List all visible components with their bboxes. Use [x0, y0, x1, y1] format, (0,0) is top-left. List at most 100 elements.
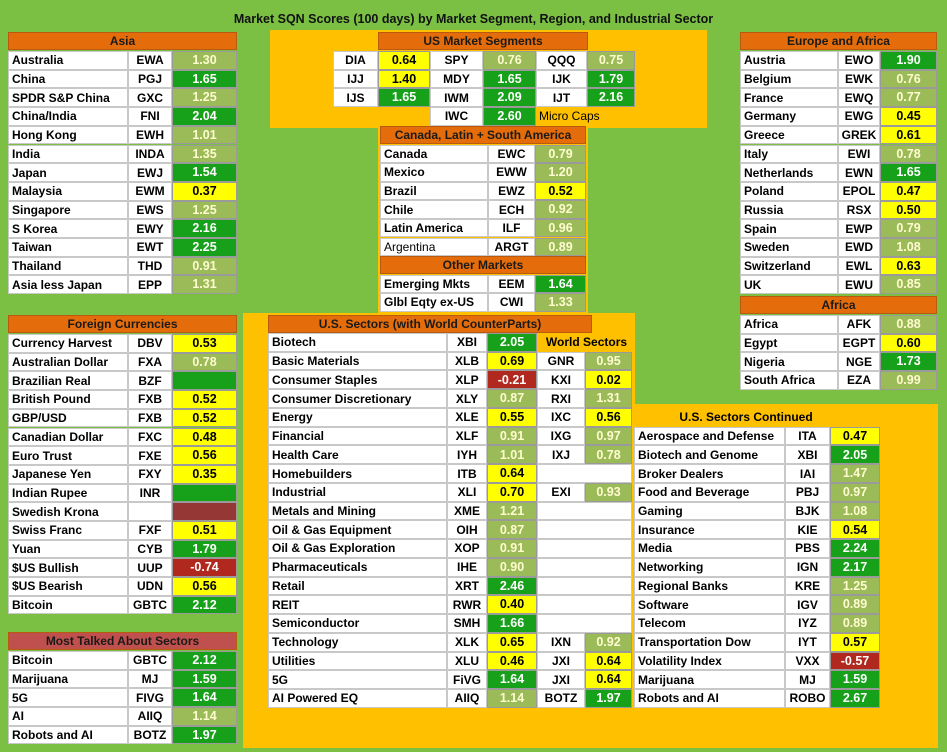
score: 0.50 [880, 200, 937, 220]
ticker: INR [128, 483, 172, 503]
score: 1.59 [172, 669, 237, 689]
row-name: Asia less Japan [8, 275, 128, 295]
ticker: EWT [128, 238, 172, 257]
score: 0.65 [487, 632, 537, 652]
row-name: Basic Materials [268, 351, 447, 371]
row-name: Currency Harvest [8, 334, 128, 353]
row-name: Hong Kong [8, 125, 128, 145]
row-name: Financial [268, 426, 447, 446]
blank-cell [537, 464, 632, 483]
score: 1.14 [172, 707, 237, 726]
world-score: 0.02 [585, 370, 632, 390]
score: 1.08 [880, 238, 937, 257]
row-name: Taiwan [8, 238, 128, 257]
ticker: EWH [128, 125, 172, 145]
row-name: Retail [268, 576, 447, 596]
score: 0.91 [487, 426, 537, 446]
score: 1.79 [587, 69, 635, 89]
score: 1.73 [880, 352, 937, 372]
panel-header: Asia [8, 32, 237, 50]
world-score: 0.97 [585, 426, 632, 446]
world-ticker: EXI [537, 482, 585, 502]
panel-header: U.S. Sectors (with World CounterParts) [268, 315, 592, 333]
row-name: Canadian Dollar [8, 427, 128, 447]
row-name: Indian Rupee [8, 483, 128, 503]
row-name: Austria [740, 51, 838, 70]
row-name: Africa [740, 315, 838, 334]
score: 0.76 [483, 51, 536, 70]
score: 0.91 [487, 539, 537, 558]
ticker: UDN [128, 577, 172, 596]
score: 0.56 [172, 446, 237, 465]
panel-header: Other Markets [380, 256, 586, 274]
panel-header: Europe and Africa [740, 32, 937, 50]
ticker: GXC [128, 88, 172, 108]
score: 0.60 [880, 333, 937, 353]
ticker: IJT [536, 88, 587, 108]
score: 0.75 [587, 51, 635, 70]
row-name: Australia [8, 51, 128, 70]
row-name: Russia [740, 200, 838, 220]
row-name: Networking [634, 557, 785, 577]
note: Micro Caps [539, 109, 600, 124]
score: 0.90 [487, 557, 537, 577]
ticker: EWL [838, 256, 880, 276]
row-name: UK [740, 275, 838, 295]
ticker: EWD [838, 238, 880, 257]
ticker: EPP [128, 275, 172, 295]
score: 0.76 [880, 69, 937, 89]
ticker: BZF [128, 371, 172, 391]
row-name: Gaming [634, 501, 785, 521]
ticker: CYB [128, 539, 172, 559]
row-name: South Africa [740, 371, 838, 390]
ticker: EWA [128, 51, 172, 70]
row-name: Telecom [634, 614, 785, 633]
ticker: DBV [128, 334, 172, 353]
world-score: 0.78 [585, 445, 632, 465]
score: 1.35 [172, 144, 237, 164]
row-name: AI Powered EQ [268, 689, 447, 708]
row-name: Consumer Staples [268, 370, 447, 390]
row-name: Energy [268, 407, 447, 427]
score: 1.20 [535, 163, 586, 182]
score: 0.35 [172, 464, 237, 484]
score: 0.46 [487, 651, 537, 671]
ticker: XLB [447, 351, 487, 371]
row-name: France [740, 88, 838, 108]
world-score: 0.56 [585, 407, 632, 427]
score: 1.79 [172, 539, 237, 559]
ticker: IYT [785, 632, 830, 652]
ticker: IYZ [785, 614, 830, 633]
score: 1.65 [483, 69, 536, 89]
blank-cell [537, 501, 632, 521]
score: 0.45 [880, 107, 937, 126]
ticker: IGV [785, 595, 830, 615]
ticker: FXE [128, 446, 172, 465]
ticker: ECH [488, 200, 535, 219]
score: 1.65 [378, 88, 430, 108]
world-ticker: RXI [537, 389, 585, 408]
score: 2.17 [830, 557, 880, 577]
row-name: Consumer Discretionary [268, 389, 447, 408]
row-name: Biotech and Genome [634, 445, 785, 465]
ticker: EGPT [838, 333, 880, 353]
row-name: Swiss Franc [8, 521, 128, 540]
score: 0.89 [535, 237, 586, 257]
blank-cell [537, 539, 632, 558]
ticker: FXA [128, 352, 172, 372]
ticker: XBI [447, 333, 487, 352]
score: 1.25 [830, 576, 880, 596]
row-name: Euro Trust [8, 446, 128, 465]
score: 0.57 [830, 632, 880, 652]
score: 1.97 [172, 725, 237, 745]
world-score: 1.31 [585, 389, 632, 408]
score: -0.57 [830, 651, 880, 671]
row-name: Software [634, 595, 785, 615]
ticker: XLI [447, 482, 487, 502]
world-ticker: JXI [537, 651, 585, 671]
panel-header: Canada, Latin + South America [380, 126, 586, 144]
row-name: Malaysia [8, 181, 128, 201]
row-name: Biotech [268, 333, 447, 352]
world-score: 0.93 [585, 482, 632, 502]
score: 1.65 [172, 69, 237, 89]
